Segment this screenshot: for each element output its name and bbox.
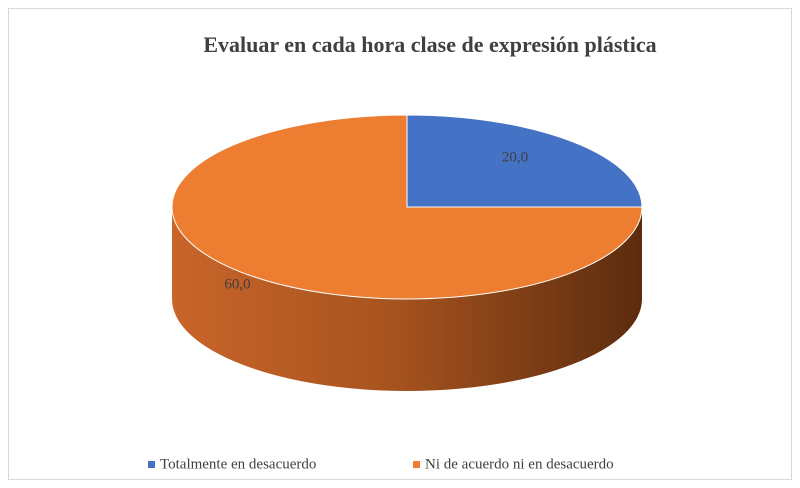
data-label: 60,0: [224, 277, 250, 293]
legend-label: Totalmente en desacuerdo: [160, 456, 316, 472]
slice: [171, 114, 643, 300]
slice: [406, 114, 643, 208]
legend-label: Ni de acuerdo ni en desacuerdo: [425, 456, 614, 472]
legend-swatch: [413, 461, 420, 468]
legend-swatch: [148, 461, 155, 468]
chart-title: Evaluar en cada hora clase de expresión …: [203, 32, 656, 57]
data-label: 20,0: [502, 150, 528, 166]
